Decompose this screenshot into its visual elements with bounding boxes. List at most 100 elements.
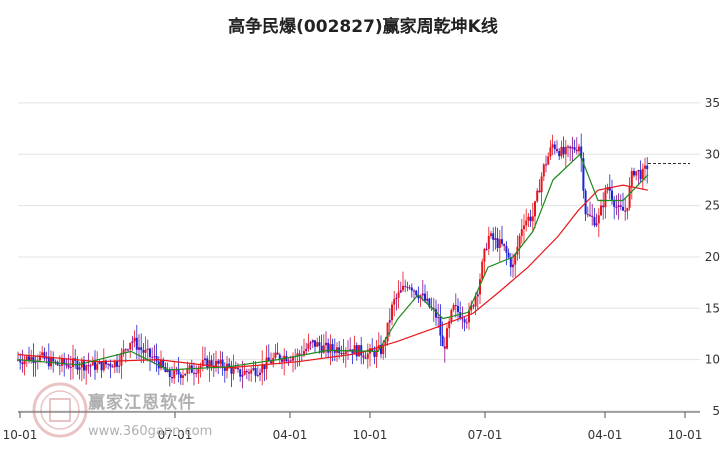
candle-body [545,164,547,166]
candle-body [353,345,356,354]
candle-body [608,187,611,191]
candle-body [127,349,129,351]
candle-body [633,170,635,176]
candle-body [630,170,633,187]
candle-body [197,368,200,374]
candle-body [131,341,134,343]
candle-body [102,360,105,371]
candle-body [404,285,407,287]
candle-body [342,353,345,355]
candle-body [494,238,497,240]
candle-body [402,285,404,291]
candle-body [78,367,81,370]
candle-body [340,353,343,355]
candle-body [441,335,444,347]
candle-body [248,372,250,374]
watermark-logo [30,380,230,440]
candle-body [463,319,466,323]
candle-body [292,356,294,361]
candle-body [318,342,321,346]
candle-body [239,369,242,377]
candle-body [228,363,231,367]
candle-body [39,355,41,361]
candle-body [329,344,332,353]
candle-body [397,292,400,298]
watermark-brand: 赢家江恩软件 [88,393,196,413]
candle-body [364,357,367,359]
candle-body [536,190,539,202]
candle-body [384,341,387,345]
candle-body [91,360,94,366]
candle-body [327,342,330,353]
candle-body [43,352,46,359]
candle-body [520,229,523,236]
candle-body [142,350,145,353]
candle-body [21,362,24,365]
y-tick-label: 20 [705,250,720,264]
candle-body [408,287,411,289]
candle-body [360,345,363,356]
candle-body [448,321,451,329]
ma-short-line [17,153,649,371]
candle-body [514,254,517,265]
x-tick-label: 07-01 [158,428,193,442]
candle-body [32,356,35,363]
candle-body [316,342,319,347]
candle-body [221,359,224,368]
candle-body [186,368,189,374]
candle-body [459,312,462,319]
candle-body [179,374,182,378]
candle-body [208,360,211,369]
candle-body [118,365,121,367]
candle-body [250,369,253,374]
candle-body [547,156,550,165]
candle-body [624,210,627,212]
candle-body [133,337,136,342]
candle-body [138,347,140,350]
x-tick-label: 04-01 [588,428,623,442]
candle-body [426,298,429,301]
candle-body [206,358,209,369]
candle-body [254,368,257,376]
candle-body [149,348,151,357]
candle-body [485,248,488,250]
candle-body [193,372,195,374]
candle-body [597,215,600,224]
y-tick-label: 25 [705,199,720,213]
candle-body [296,353,299,357]
candle-body [492,233,495,240]
candle-body [245,370,248,373]
candle-body [28,356,30,362]
candle-body [19,359,22,363]
candle-body [109,363,112,367]
ma-long-line [17,184,649,369]
candle-body [54,361,57,363]
candle-body [234,367,237,369]
candle-body [549,147,552,157]
candle-body [259,372,261,376]
candle-body [450,310,453,322]
candle-body [34,361,37,363]
candle-body [100,361,103,371]
candle-body [452,305,455,311]
candle-body [575,149,578,152]
candle-body [481,261,484,280]
candle-body [298,353,301,355]
candle-body [307,343,310,349]
candle-body [366,353,369,359]
candle-body [215,360,217,369]
seal-icon [32,382,88,438]
candle-body [457,305,459,313]
candle-body [61,358,63,366]
candle-body [628,186,631,208]
candle-body [556,149,558,152]
candle-body [63,358,66,365]
candle-body [503,243,506,247]
candle-body [600,205,602,216]
candle-body [41,352,44,356]
candle-body [322,345,325,353]
candle-body [432,308,435,310]
candle-body [479,279,481,295]
candle-body [111,366,114,368]
candle-body [569,146,572,149]
